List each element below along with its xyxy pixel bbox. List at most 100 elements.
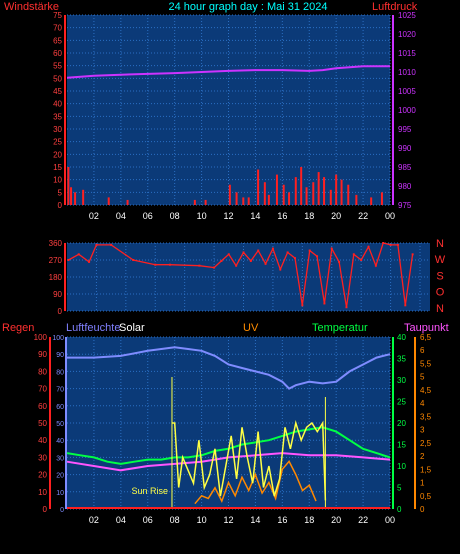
wind-direction-point [360,259,363,261]
weather-multi-x-tick-label: 18 [304,515,314,525]
wind-y-tick-label: 25 [53,138,62,147]
wind-direction-point [249,259,252,262]
uv-y-tick-label: 4,5 [420,386,432,395]
rain-y-tick-label: 0 [43,505,48,514]
wind-direction-point [389,243,392,246]
wind-y-tick-label: 10 [53,176,62,185]
wind-y-tick-label: 70 [53,24,62,33]
humidity-y-tick-label: 90 [56,352,64,359]
wind-y-tick-label: 30 [53,125,62,134]
uv-y-tick-label: 3,5 [420,412,432,421]
wind-y-tick-label: 40 [53,100,62,109]
wind-direction-point [95,243,98,246]
wind-axis-label: Windstärke [4,1,59,13]
wind-direction-point [345,306,348,309]
uv-axis-label: UV [243,322,259,334]
uv-y-tick-label: 6,5 [420,333,432,342]
humidity-y-tick-label: 30 [56,455,64,462]
wind-pressure-x-tick-label: 20 [331,211,341,221]
humidity-y-tick-label: 20 [56,473,64,480]
wind-direction-point [301,304,304,307]
uv-y-tick-label: 5 [420,373,425,382]
wind-direction-y-tick-label: 0 [58,307,63,316]
wind-direction-point [382,242,385,244]
humidity-y-tick-label: 0 [60,507,64,514]
pressure-line [66,65,390,79]
pressure-y-tick-label: 1015 [398,49,416,58]
humidity-axis-label: Luftfeuchte [66,322,120,334]
rain-y-tick-label: 10 [38,488,47,497]
pressure-y-tick-label: 995 [398,125,412,134]
compass-label: N [436,303,444,315]
humidity-y-tick-label: 60 [56,404,64,411]
wind-direction-y-tick-label: 180 [49,273,63,282]
humidity-y-tick-label: 100 [52,335,64,342]
wind-y-tick-label: 45 [53,87,62,96]
uv-y-tick-label: 2 [420,452,425,461]
compass-label: O [436,287,445,299]
wind-direction-point [396,243,399,246]
weather-multi-x-tick-label: 10 [197,515,207,525]
pressure-y-tick-label: 1020 [398,30,416,39]
weather-multi-plot-area [67,337,390,509]
uv-y-tick-label: 0,5 [420,492,432,501]
wind-direction-point [213,266,216,269]
uv-line [194,460,317,505]
weather-multi-x-tick-label: 22 [358,515,368,525]
wind-y-tick-label: 65 [53,36,62,45]
wind-direction-point [257,249,260,252]
rain-y-tick-label: 50 [38,419,47,428]
wind-direction-point [235,264,238,267]
wind-pressure-plot-area [67,15,390,205]
humidity-y-tick-label: 80 [56,369,64,376]
wind-direction-marks [67,242,414,309]
wind-direction-point [154,263,157,266]
rain-y-tick-label: 30 [38,453,47,462]
wind-direction-point [77,253,80,256]
uv-y-tick-label: 2,5 [420,439,432,448]
temperature-y-tick-label: 20 [397,419,406,428]
wind-pressure-x-tick-label: 12 [223,211,233,221]
wind-direction-point [293,257,296,260]
wind-direction-point [323,302,326,305]
wind-direction-point [220,259,223,262]
wind-y-tick-label: 20 [53,150,62,159]
wind-direction-y-tick-label: 270 [49,256,63,265]
weather-multi-x-tick-label: 08 [170,515,180,525]
wind-pressure-marks [66,65,390,205]
temperature-y-tick-label: 25 [397,398,406,407]
temperature-y-tick-label: 0 [397,505,402,514]
temperature-y-tick-label: 5 [397,484,402,493]
sun-rise-annotation: Sun Rise [131,486,168,496]
temperature-axis-label: Temperatur [312,322,368,334]
temperature-y-tick-label: 15 [397,441,406,450]
rain-y-tick-label: 60 [38,402,47,411]
weather-multi-x-tick-label: 20 [331,515,341,525]
wind-direction-point [316,255,319,258]
weather-multi-chart: Sun Rise 02 04 06 08 10 12 14 16 18 20 22 000102030… [2,322,449,525]
rain-y-tick-label: 70 [38,385,47,394]
wind-pressure-x-tick-label: 22 [358,211,368,221]
rain-y-tick-label: 100 [34,333,48,342]
rain-y-tick-label: 20 [38,471,47,480]
temperature-y-tick-label: 35 [397,355,406,364]
pressure-y-tick-label: 1010 [398,68,416,77]
compass-label: S [436,270,443,282]
weather-multi-ticks: 02 04 06 08 10 12 14 16 18 20 22 000102030405060708… [34,333,432,525]
rain-y-tick-label: 80 [38,367,47,376]
rain-y-tick-label: 40 [38,436,47,445]
wind-direction-point [264,262,267,265]
rain-axis-label: Regen [2,322,34,334]
wind-y-tick-label: 15 [53,163,62,172]
wind-pressure-x-tick-label: 02 [89,211,99,221]
uv-y-tick-label: 3 [420,426,425,435]
wind-direction-point [330,247,333,250]
wind-direction-point [367,245,370,248]
temperature-y-tick-label: 10 [397,462,406,471]
wind-direction-y-tick-label: 360 [49,239,63,248]
rain-y-tick-label: 90 [38,350,47,359]
humidity-y-tick-label: 10 [56,490,64,497]
wind-pressure-x-tick-label: 14 [250,211,260,221]
wind-direction-y-tick-label: 90 [53,290,62,299]
